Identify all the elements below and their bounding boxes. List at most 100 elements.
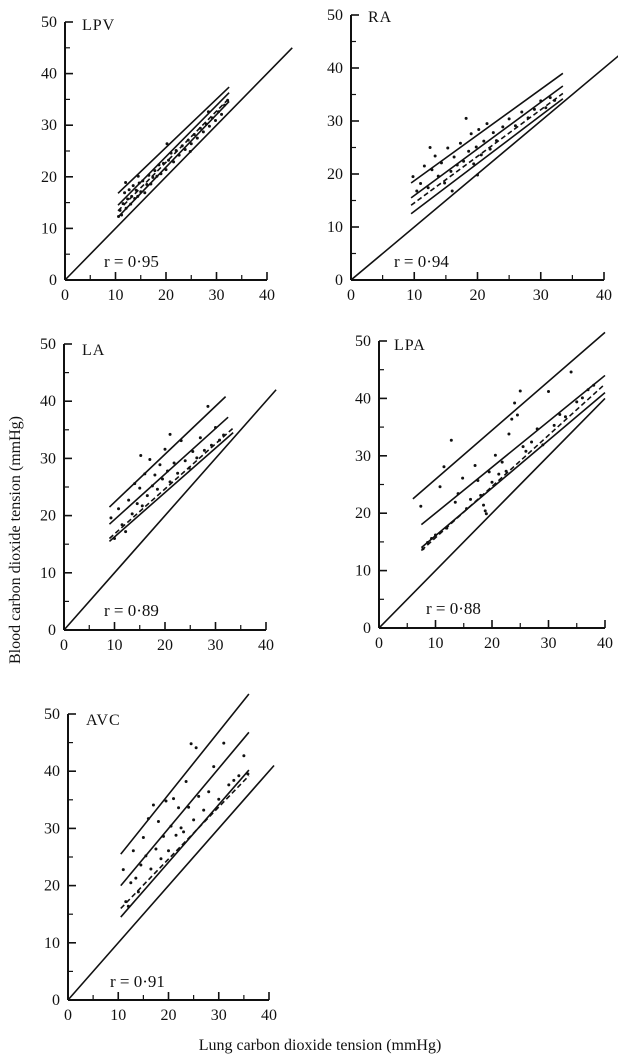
data-point	[220, 112, 224, 116]
panel-lpa: 0 10 20 30 40 50 0 10 20 30 40 LPA r = 0·88	[355, 331, 613, 652]
x-tick-label: 40	[261, 1007, 277, 1024]
y-tick-label: 10	[44, 935, 60, 952]
data-point	[120, 523, 124, 527]
dashed-fit-line	[117, 97, 230, 212]
fit-line	[412, 331, 606, 500]
data-point	[191, 450, 195, 454]
x-tick-label: 30	[209, 287, 225, 304]
x-tick-label: 20	[161, 1007, 177, 1024]
data-point	[535, 427, 539, 431]
data-point	[192, 818, 196, 822]
correlation-label: r = 0·95	[104, 252, 159, 271]
y-tick-label: 50	[41, 14, 57, 31]
data-point	[146, 817, 150, 821]
data-point	[449, 438, 453, 442]
data-point	[449, 169, 453, 173]
x-tick-label: 10	[110, 1007, 126, 1024]
data-point	[446, 146, 450, 150]
dashed-fit-line	[420, 383, 606, 552]
data-point	[187, 805, 191, 809]
data-point	[164, 799, 168, 803]
y-tick-label: 40	[40, 393, 56, 410]
data-point	[558, 412, 562, 416]
data-point	[134, 876, 138, 880]
data-point	[139, 863, 143, 867]
data-point	[237, 774, 241, 778]
data-point	[167, 158, 171, 162]
data-point	[552, 423, 556, 427]
data-point	[485, 122, 489, 126]
dashed-fit-line	[120, 775, 250, 910]
fit-line	[117, 100, 230, 218]
data-point	[530, 440, 534, 444]
y-tick-label: 40	[355, 390, 371, 407]
y-tick-label: 40	[41, 66, 57, 83]
data-point	[139, 190, 143, 194]
data-point	[497, 472, 501, 476]
data-point	[123, 191, 127, 195]
data-point	[218, 438, 222, 442]
data-point	[133, 482, 137, 486]
data-point	[148, 458, 152, 462]
fit-line	[120, 731, 250, 887]
data-point	[189, 142, 193, 146]
x-tick-label: 10	[428, 635, 444, 652]
data-point	[442, 465, 446, 469]
data-point	[212, 765, 216, 769]
data-point	[426, 540, 430, 544]
x-tick-label: 30	[541, 635, 557, 652]
identity-line	[64, 47, 293, 281]
data-point	[121, 868, 125, 872]
data-point	[433, 154, 437, 158]
fit-line	[108, 432, 234, 542]
data-point	[160, 477, 164, 481]
data-point	[209, 443, 213, 447]
data-point	[507, 117, 511, 121]
fit-line	[410, 85, 564, 199]
data-point	[156, 820, 160, 824]
panel-label: LA	[82, 342, 105, 359]
data-point	[493, 453, 497, 457]
data-point	[177, 806, 181, 810]
data-point	[411, 175, 415, 179]
y-tick-label: 30	[41, 117, 57, 134]
data-point	[207, 790, 211, 794]
data-point	[117, 507, 121, 511]
y-tick-label: 30	[40, 450, 56, 467]
y-tick-label: 10	[355, 563, 371, 580]
data-point	[465, 507, 469, 511]
data-point	[183, 147, 187, 151]
data-point	[469, 132, 473, 136]
data-point	[479, 493, 483, 497]
data-point	[197, 794, 201, 798]
data-point	[436, 174, 440, 178]
data-point	[548, 96, 552, 100]
data-point	[202, 448, 206, 452]
identity-line	[63, 389, 277, 631]
data-point	[487, 470, 491, 474]
data-point	[428, 146, 432, 149]
data-point	[194, 746, 198, 750]
data-point	[201, 130, 205, 134]
panel-label: LPV	[82, 17, 115, 34]
y-tick-label: 0	[48, 622, 56, 639]
data-point	[130, 512, 134, 516]
data-point	[438, 485, 442, 489]
data-point	[127, 498, 131, 502]
data-point	[183, 459, 187, 463]
data-point	[189, 742, 193, 746]
data-point	[202, 808, 206, 812]
data-point	[151, 803, 155, 807]
data-point	[192, 132, 196, 136]
panel-avc: 0 10 20 30 40 50 0 10 20 30 40 AVC r = 0·91	[44, 693, 277, 1024]
data-point	[124, 900, 128, 904]
data-point	[547, 390, 550, 394]
data-point	[109, 516, 113, 520]
data-point	[137, 181, 141, 185]
data-point	[518, 389, 522, 393]
data-point	[117, 215, 121, 219]
data-point	[149, 867, 153, 871]
data-point	[494, 139, 498, 143]
correlation-label: r = 0·94	[394, 252, 449, 271]
